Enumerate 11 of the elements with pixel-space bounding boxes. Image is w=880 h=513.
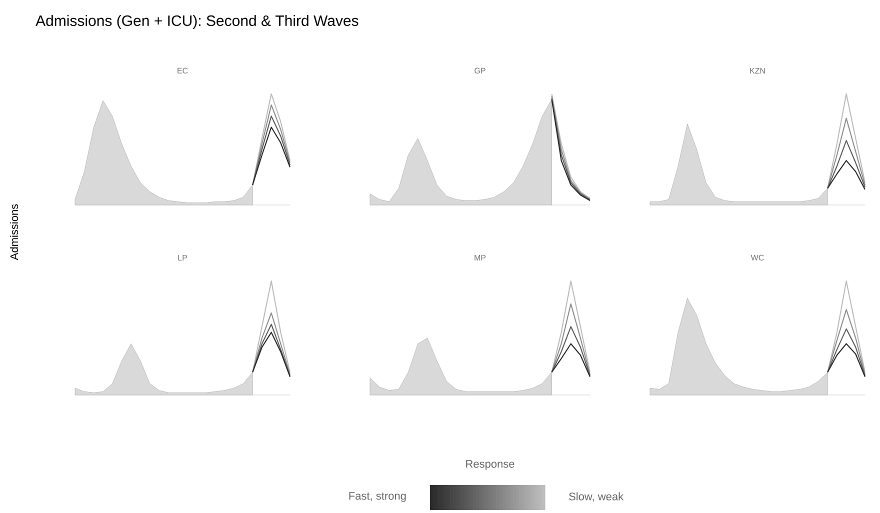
text: Admissions <box>10 204 18 260</box>
legend-title: Response <box>466 460 514 470</box>
chart-title: GP <box>474 68 486 74</box>
chart-title: WC <box>750 254 764 260</box>
text: Admissions (Gen + ICU): Second & Third Waves <box>36 15 358 29</box>
text: Fast, strong <box>349 492 406 502</box>
text: Slow, weak <box>569 492 624 502</box>
chart-title: LP <box>178 254 187 260</box>
chart-title: EC <box>178 68 188 74</box>
chart-title: KZN <box>750 68 765 74</box>
chart-title: MP <box>474 254 486 260</box>
